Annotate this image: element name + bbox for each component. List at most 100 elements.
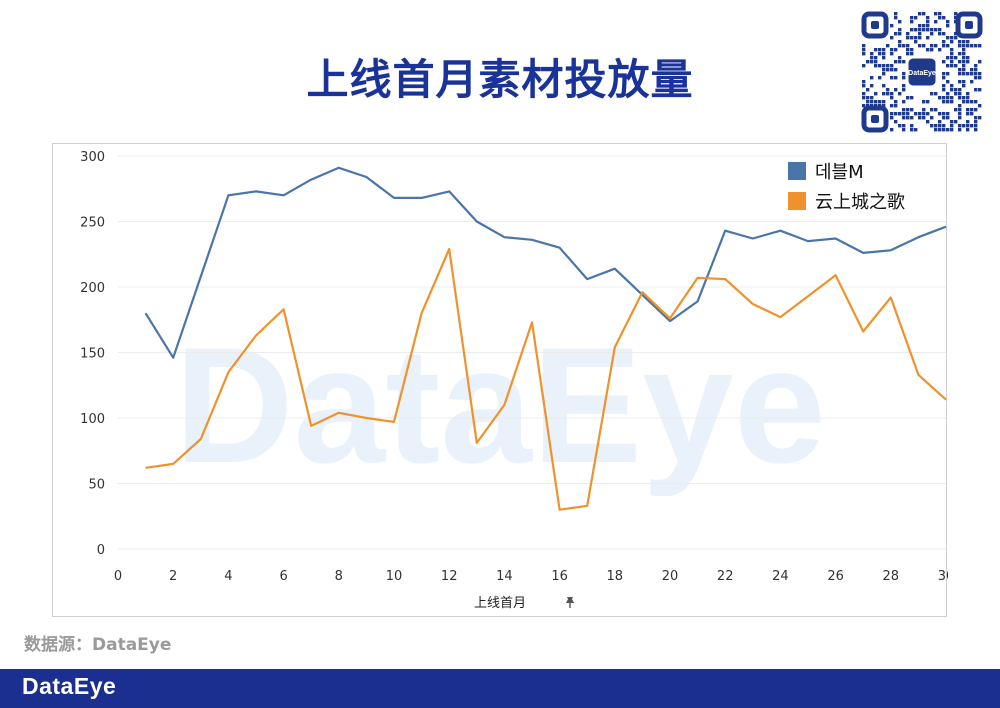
qr-module <box>862 92 866 96</box>
x-tick-label: 22 <box>717 569 734 584</box>
qr-module <box>942 100 946 104</box>
qr-module <box>926 48 930 52</box>
qr-module <box>906 48 910 52</box>
qr-module <box>866 88 870 92</box>
qr-module <box>938 16 942 20</box>
qr-module <box>958 92 962 96</box>
qr-module <box>926 120 930 124</box>
qr-module <box>910 20 914 24</box>
qr-module <box>914 112 918 116</box>
qr-module <box>938 12 942 16</box>
qr-module <box>910 128 914 132</box>
qr-module <box>954 92 958 96</box>
x-tick-label: 6 <box>279 569 287 584</box>
qr-module <box>890 112 894 116</box>
qr-module <box>966 40 970 44</box>
qr-module <box>978 76 982 80</box>
qr-module <box>862 52 866 56</box>
qr-module <box>902 112 906 116</box>
qr-module <box>870 56 874 60</box>
qr-module <box>882 64 886 68</box>
qr-module <box>906 32 910 36</box>
qr-module <box>930 92 934 96</box>
x-tick-label: 26 <box>827 569 844 584</box>
qr-module <box>894 12 898 16</box>
qr-module <box>894 48 898 52</box>
qr-module <box>866 96 870 100</box>
qr-module <box>926 112 930 116</box>
qr-module <box>890 68 894 72</box>
qr-module <box>890 104 894 108</box>
qr-module <box>934 12 938 16</box>
x-axis: 024681012141618202224262830 <box>114 569 948 584</box>
qr-module <box>930 44 934 48</box>
qr-module <box>894 120 898 124</box>
qr-module <box>966 112 970 116</box>
qr-module <box>938 120 942 124</box>
qr-module <box>962 100 966 104</box>
qr-module <box>902 44 906 48</box>
qr-module <box>902 60 906 64</box>
pin-icon[interactable] <box>566 597 574 608</box>
qr-module <box>950 36 954 40</box>
qr-module <box>922 24 926 28</box>
qr-module <box>914 40 918 44</box>
qr-module <box>910 116 914 120</box>
qr-module <box>926 16 930 20</box>
qr-module <box>942 128 946 132</box>
qr-module <box>914 128 918 132</box>
legend-swatch-1 <box>788 162 806 180</box>
qr-module <box>962 96 966 100</box>
qr-module <box>874 92 878 96</box>
qr-module <box>878 52 882 56</box>
qr-module <box>882 92 886 96</box>
qr-module <box>966 44 970 48</box>
qr-module <box>926 20 930 24</box>
qr-module <box>974 64 978 68</box>
qr-module <box>946 24 950 28</box>
qr-module <box>914 28 918 32</box>
qr-module <box>866 60 870 64</box>
qr-module <box>966 120 970 124</box>
qr-module <box>942 84 946 88</box>
qr-module <box>946 128 950 132</box>
qr-module <box>902 108 906 112</box>
qr-module <box>950 88 954 92</box>
qr-code[interactable]: DataEye <box>860 10 984 134</box>
qr-module <box>862 44 866 48</box>
qr-module <box>962 84 966 88</box>
qr-module <box>958 112 962 116</box>
qr-module <box>938 96 942 100</box>
qr-module <box>958 128 962 132</box>
qr-module <box>942 88 946 92</box>
qr-module <box>866 100 870 104</box>
y-tick-label: 0 <box>97 543 105 558</box>
qr-module <box>950 48 954 52</box>
qr-module <box>890 52 894 56</box>
qr-module <box>906 44 910 48</box>
qr-module <box>974 76 978 80</box>
qr-module <box>898 124 902 128</box>
qr-module <box>922 108 926 112</box>
qr-module <box>926 100 930 104</box>
qr-module <box>946 100 950 104</box>
qr-module <box>946 92 950 96</box>
qr-module <box>890 24 894 28</box>
qr-module <box>934 92 938 96</box>
qr-module <box>958 40 962 44</box>
qr-module <box>890 92 894 96</box>
series-line-1 <box>144 166 947 359</box>
qr-module <box>954 64 958 68</box>
qr-module <box>970 124 974 128</box>
qr-module <box>906 108 910 112</box>
qr-module <box>930 28 934 32</box>
qr-module <box>934 44 938 48</box>
y-tick-label: 100 <box>80 412 105 427</box>
qr-module <box>970 100 974 104</box>
qr-module <box>958 104 962 108</box>
qr-module <box>974 88 978 92</box>
qr-module <box>878 100 882 104</box>
qr-module <box>946 64 950 68</box>
qr-module <box>930 32 934 36</box>
